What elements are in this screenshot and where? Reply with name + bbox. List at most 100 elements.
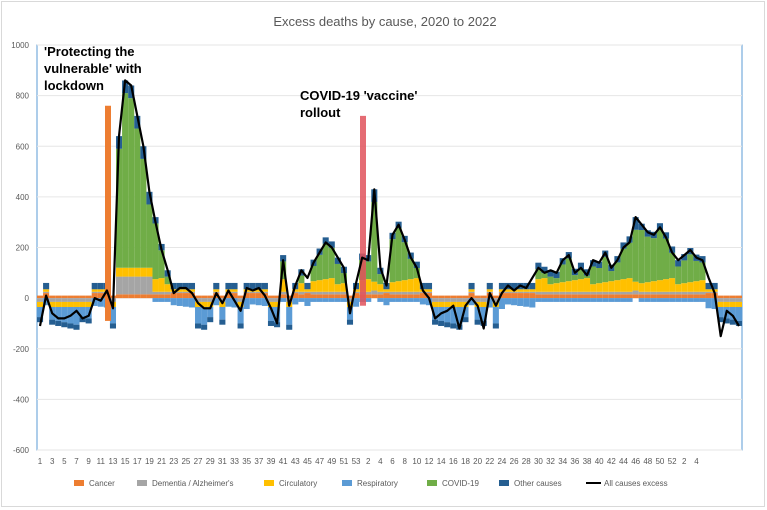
stacked-bar-segment — [201, 295, 208, 299]
stacked-bar-segment — [632, 229, 639, 282]
stacked-bar-segment — [656, 229, 663, 281]
stacked-bar-segment — [340, 273, 347, 284]
stacked-bar-segment — [729, 301, 736, 307]
stacked-bar-segment — [140, 294, 147, 299]
stacked-bar-segment — [237, 306, 244, 324]
stacked-bar-segment — [498, 282, 505, 290]
stacked-bar-segment — [517, 291, 524, 294]
stacked-bar-segment — [249, 291, 256, 294]
stacked-bar-segment — [249, 293, 256, 299]
legend-label: Circulatory — [279, 479, 317, 488]
stacked-bar-segment — [73, 298, 80, 302]
stacked-bar-segment — [596, 283, 603, 292]
stacked-bar-segment — [614, 298, 621, 302]
stacked-bar-segment — [492, 298, 499, 302]
stacked-bar-segment — [255, 282, 262, 290]
stacked-bar-segment — [116, 148, 123, 268]
stacked-bar-segment — [164, 276, 171, 285]
stacked-bar-segment — [590, 284, 597, 292]
x-tick-label: 35 — [242, 457, 251, 466]
x-tick-label: 49 — [327, 457, 336, 466]
x-tick-label: 30 — [534, 457, 543, 466]
stacked-bar-segment — [669, 252, 676, 279]
stacked-bar-segment — [201, 301, 208, 307]
stacked-bar-segment — [231, 289, 238, 292]
stacked-bar-segment — [322, 298, 329, 302]
stacked-bar-segment — [55, 295, 62, 299]
stacked-bar-segment — [681, 283, 688, 292]
stacked-bar-segment — [662, 238, 670, 280]
stacked-bar-segment — [164, 298, 171, 302]
stacked-bar-segment — [565, 298, 572, 302]
stacked-bar-segment — [146, 204, 153, 268]
stacked-bar-segment — [565, 258, 572, 282]
stacked-bar-segment — [353, 293, 360, 299]
stacked-bar-segment — [681, 291, 688, 295]
all-causes-excess-line — [38, 79, 740, 338]
stacked-bar-segment — [711, 298, 718, 310]
stacked-bar-segment — [644, 282, 651, 292]
x-tick-label: 15 — [121, 457, 130, 466]
stacked-bar-segment — [504, 291, 512, 294]
stacked-bar-segment — [67, 323, 74, 329]
stacked-bar-segment — [462, 298, 469, 302]
stacked-bar-segment — [122, 276, 129, 295]
stacked-bar-segment — [608, 271, 615, 282]
x-tick-label: 37 — [254, 457, 263, 466]
stacked-bar-segment — [547, 294, 554, 299]
stacked-bar-segment — [122, 294, 129, 299]
stacked-bar-segment — [675, 284, 682, 292]
stacked-bar-segment — [468, 282, 475, 290]
stacked-bar-segment — [699, 280, 706, 292]
stacked-bar-segment — [486, 289, 493, 292]
stacked-bar-segment — [334, 284, 341, 292]
stacked-bar-segment — [638, 291, 645, 295]
stacked-bar-segment — [237, 323, 244, 329]
stacked-bar-segment — [583, 298, 591, 302]
stacked-bar-segment — [444, 301, 451, 307]
stacked-bar-segment — [328, 298, 335, 302]
stacked-bar-segment — [274, 322, 281, 328]
stacked-bar-segment — [128, 276, 135, 295]
stacked-bar-segment — [535, 294, 542, 299]
stacked-bar-segment — [377, 298, 384, 302]
stacked-bar-segment — [182, 282, 189, 290]
legend-swatch — [499, 480, 509, 486]
stacked-bar-segment — [310, 294, 317, 299]
stacked-bar-segment — [723, 295, 730, 299]
stacked-bar-segment — [401, 280, 408, 292]
stacked-bar-segment — [158, 278, 165, 292]
stacked-bar-segment — [152, 291, 159, 295]
stacked-bar-segment — [195, 323, 202, 329]
stacked-bar-segment — [571, 291, 578, 295]
x-tick-label: 33 — [230, 457, 239, 466]
stacked-bar-segment — [444, 306, 451, 323]
stacked-bar-segment — [188, 282, 196, 290]
stacked-bar-segment — [425, 282, 433, 290]
stacked-bar-segment — [213, 298, 220, 306]
stacked-bar-segment — [346, 295, 354, 299]
stacked-bar-segment — [656, 298, 663, 302]
stacked-bar-segment — [395, 294, 402, 299]
stacked-bar-segment — [79, 295, 86, 299]
stacked-bar-segment — [425, 291, 433, 294]
stacked-bar-segment — [134, 294, 141, 299]
stacked-bar-segment — [681, 298, 688, 302]
stacked-bar-segment — [128, 98, 135, 268]
stacked-bar-segment — [346, 298, 354, 302]
stacked-bar-segment — [61, 322, 68, 328]
stacked-bar-segment — [565, 291, 572, 295]
stacked-bar-segment — [468, 298, 475, 306]
x-tick-label: 45 — [303, 457, 312, 466]
stacked-bar-segment — [735, 301, 742, 307]
stacked-bar-segment — [577, 269, 584, 280]
x-tick-label: 51 — [339, 457, 348, 466]
stacked-bar-segment — [383, 291, 390, 294]
x-tick-label: 19 — [145, 457, 154, 466]
stacked-bar-segment — [164, 294, 171, 299]
stacked-bar-segment — [43, 291, 50, 294]
x-tick-label: 7 — [74, 457, 79, 466]
stacked-bar-segment — [85, 301, 92, 307]
stacked-bar-segment — [188, 289, 196, 292]
stacked-bar-segment — [280, 291, 287, 295]
